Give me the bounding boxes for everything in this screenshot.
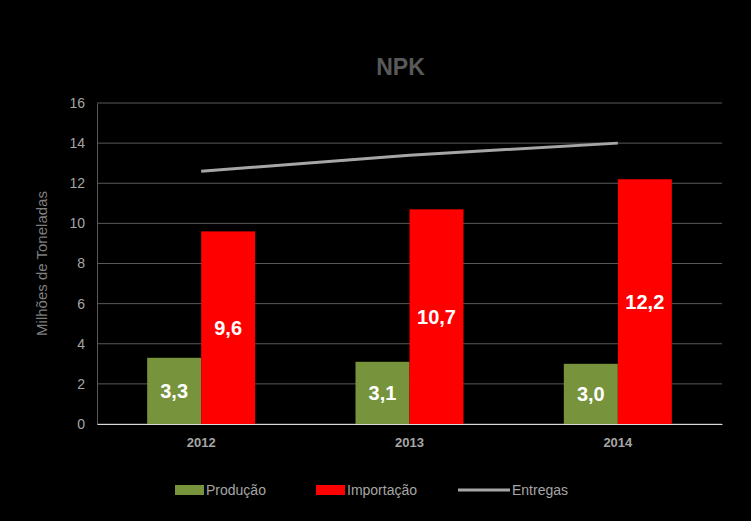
line	[201, 143, 618, 171]
y-tick: 10	[69, 215, 97, 231]
bar	[356, 362, 410, 424]
data-label: 3,1	[369, 382, 397, 404]
y-tick-label: 6	[77, 296, 85, 312]
x-tick: 2013	[395, 424, 424, 450]
grid-line	[97, 143, 722, 144]
y-tick-label: 14	[69, 135, 85, 151]
y-tick-label: 8	[77, 255, 85, 271]
y-axis: 0 2 4 6 8 10 12 14 16	[69, 95, 97, 432]
x-tick: 2014	[603, 424, 633, 450]
legend-item: Entregas	[458, 482, 568, 498]
y-tick-label: 0	[77, 416, 85, 432]
x-tick: 2012	[187, 424, 216, 450]
y-tick-label: 12	[69, 175, 85, 191]
legend-label: Produção	[206, 482, 266, 498]
y-tick-label: 16	[69, 95, 85, 111]
y-axis-line	[97, 104, 98, 425]
legend-swatch	[175, 485, 204, 495]
grid-line	[97, 103, 722, 104]
legend-swatch	[458, 489, 510, 492]
y-tick: 0	[77, 416, 97, 432]
bar	[410, 209, 464, 424]
data-label: 10,7	[417, 306, 456, 328]
legend-item: Importação	[316, 482, 417, 498]
plot: 0 2 4 6 8 10 12 14 16 2012 2013 2014 3,3 3,1 3,0 9,6 10,…	[69, 95, 722, 450]
title: NPK	[376, 54, 425, 80]
data-label: 3,0	[577, 383, 605, 405]
y-tick: 8	[77, 255, 97, 271]
background	[0, 0, 751, 521]
legend: Produção Importação Entregas	[175, 482, 568, 498]
y-tick-label: 2	[77, 376, 85, 392]
x-tick-label: 2014	[603, 435, 633, 450]
y-tick: 14	[69, 135, 97, 151]
y-tick-label: 10	[69, 215, 85, 231]
y-tick: 2	[77, 376, 97, 392]
y-axis-title: Milhões de Toneladas	[33, 191, 50, 336]
bar	[564, 364, 618, 424]
bar	[618, 179, 672, 424]
x-tick-label: 2013	[395, 435, 424, 450]
legend-label: Entregas	[512, 482, 568, 498]
x-axis-line	[98, 424, 723, 425]
data-label: 3,3	[160, 380, 188, 402]
chart: 0 2 4 6 8 10 12 14 16 2012 2013 2014 3,3 3,1 3,0 9,6 10,…	[0, 0, 751, 521]
data-labels: 3,3 3,1 3,0 9,6 10,7 12,2	[160, 291, 664, 405]
y-tick: 16	[69, 95, 97, 111]
legend-label: Importação	[347, 482, 417, 498]
data-label: 9,6	[214, 317, 242, 339]
data-label: 12,2	[625, 291, 664, 313]
y-tick: 6	[77, 296, 97, 312]
x-axis: 2012 2013 2014	[98, 424, 723, 450]
y-tick: 4	[77, 336, 97, 352]
x-tick-label: 2012	[187, 435, 216, 450]
y-tick: 12	[69, 175, 97, 191]
bar	[201, 231, 255, 424]
y-tick-label: 4	[77, 336, 85, 352]
bar	[147, 358, 201, 424]
legend-swatch	[316, 485, 345, 495]
grid	[97, 103, 722, 424]
marks	[147, 143, 672, 424]
legend-item: Produção	[175, 482, 266, 498]
